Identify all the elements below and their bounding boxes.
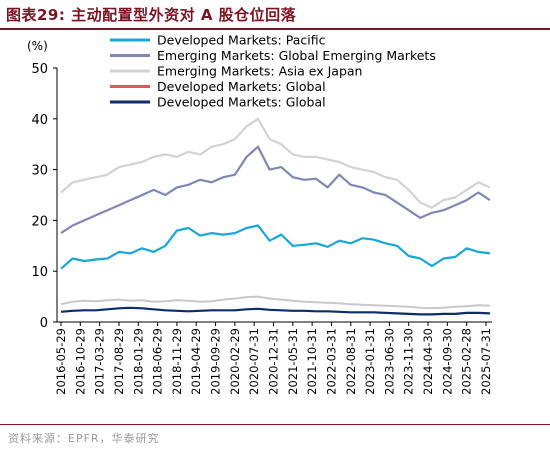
x-tick-label: 2016-10-29 bbox=[73, 328, 87, 395]
y-tick-label: 30 bbox=[31, 164, 48, 179]
x-tick-label: 2020-02-29 bbox=[228, 328, 242, 395]
x-tick-label: 2017-08-29 bbox=[112, 328, 126, 395]
x-tick-label: 2023-06-30 bbox=[382, 328, 396, 395]
y-axis-unit-label: (%) bbox=[27, 39, 48, 53]
series-line-1 bbox=[60, 145, 491, 235]
series-line-5 bbox=[60, 295, 490, 310]
x-tick-label: 2025-02-28 bbox=[460, 328, 474, 395]
x-tick-label: 2019-04-29 bbox=[189, 328, 203, 395]
x-tick-label: 2024-09-30 bbox=[440, 328, 454, 395]
series-line-4 bbox=[60, 306, 490, 316]
legend-label-2: Emerging Markets: Asia ex Japan bbox=[157, 64, 362, 79]
y-tick-label: 40 bbox=[31, 113, 48, 128]
x-tick-label: 2018-01-29 bbox=[131, 328, 145, 395]
y-tick-label: 50 bbox=[31, 62, 48, 77]
x-tick-label: 2024-04-30 bbox=[421, 328, 435, 395]
source-note: 资料来源：EPFR，华泰研究 bbox=[8, 432, 160, 445]
x-tick-label: 2022-08-31 bbox=[344, 328, 358, 395]
x-tick-label: 2021-10-31 bbox=[305, 328, 319, 395]
series-line-0 bbox=[60, 224, 491, 270]
x-tick-label: 2023-01-31 bbox=[363, 328, 377, 395]
y-tick-label: 10 bbox=[31, 265, 48, 280]
x-tick-label: 2018-06-29 bbox=[151, 328, 165, 395]
y-tick-label: 20 bbox=[31, 214, 48, 229]
x-tick-label: 2021-05-31 bbox=[286, 328, 300, 395]
x-tick-label: 2022-03-31 bbox=[324, 328, 338, 395]
title-rule bbox=[0, 28, 550, 30]
legend-label-0: Developed Markets: Pacific bbox=[157, 33, 326, 48]
series-line-2 bbox=[60, 117, 491, 209]
x-tick-label: 2025-07-31 bbox=[479, 328, 493, 395]
x-tick-label: 2020-12-31 bbox=[267, 328, 281, 395]
x-tick-label: 2020-07-31 bbox=[247, 328, 261, 395]
y-tick-label: 0 bbox=[40, 316, 48, 331]
legend-label-3: Developed Markets: Global bbox=[157, 79, 326, 94]
x-tick-label: 2019-09-29 bbox=[209, 328, 223, 395]
bottom-rule bbox=[0, 424, 550, 425]
x-tick-label: 2017-03-29 bbox=[93, 328, 107, 395]
legend-label-1: Emerging Markets: Global Emerging Market… bbox=[157, 48, 436, 63]
x-tick-label: 2018-11-29 bbox=[170, 328, 184, 395]
figure-title: 图表29: 主动配置型外资对 A 股仓位回落 bbox=[6, 6, 297, 24]
legend-label-4: Developed Markets: Global bbox=[157, 95, 326, 110]
x-tick-label: 2016-05-29 bbox=[54, 328, 68, 395]
x-tick-label: 2023-11-30 bbox=[402, 328, 416, 395]
